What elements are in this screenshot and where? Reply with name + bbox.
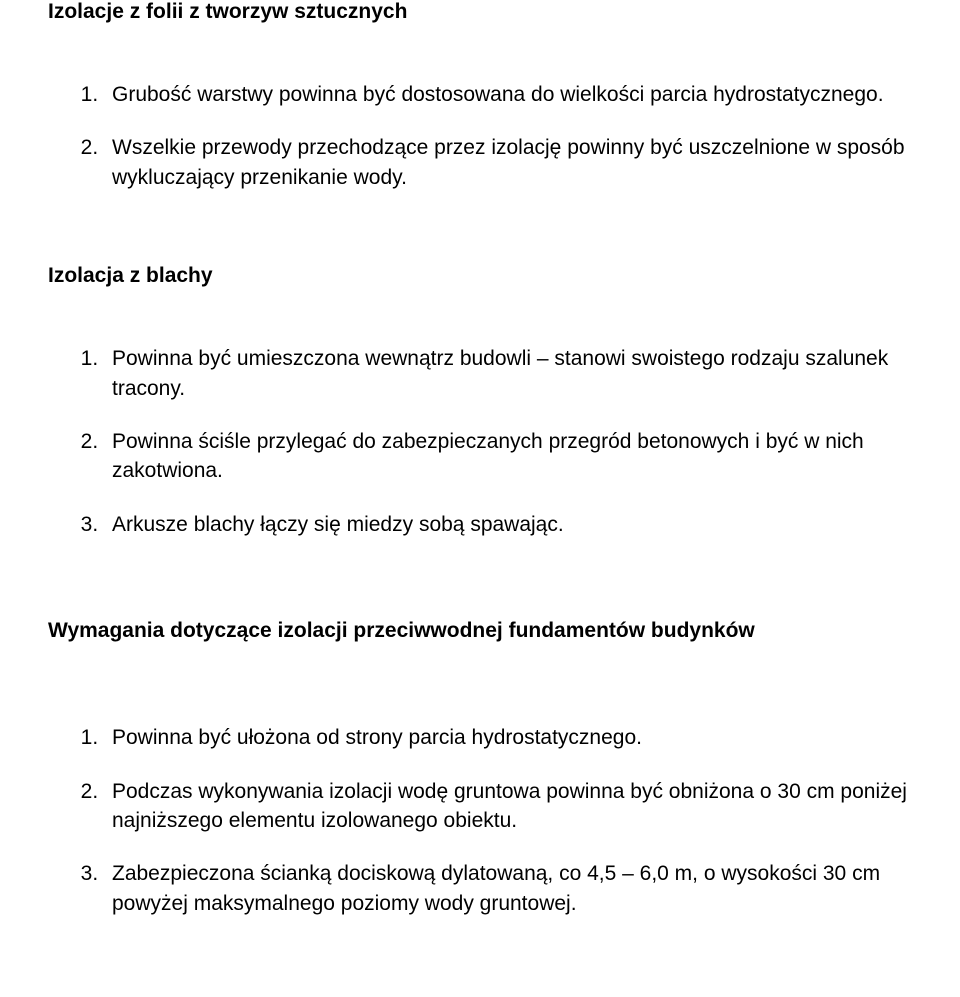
list-item: Powinna być umieszczona wewnątrz budowli… — [104, 344, 912, 403]
list-item: Zabezpieczona ścianką dociskową dylatowa… — [104, 859, 912, 918]
section-heading-3: Wymagania dotyczące izolacji przeciwwodn… — [48, 619, 912, 643]
list-item: Podczas wykonywania izolacji wodę grunto… — [104, 777, 912, 836]
section-list-1: Grubość warstwy powinna być dostosowana … — [48, 80, 912, 192]
section-list-2: Powinna być umieszczona wewnątrz budowli… — [48, 344, 912, 539]
section-list-3: Powinna być ułożona od strony parcia hyd… — [48, 723, 912, 918]
list-item: Arkusze blachy łączy się miedzy sobą spa… — [104, 510, 912, 539]
list-item: Wszelkie przewody przechodzące przez izo… — [104, 133, 912, 192]
document-page: Izolacje z folii z tworzyw sztucznych Gr… — [0, 0, 960, 966]
list-item: Grubość warstwy powinna być dostosowana … — [104, 80, 912, 109]
list-item: Powinna być ułożona od strony parcia hyd… — [104, 723, 912, 752]
section-heading-1: Izolacje z folii z tworzyw sztucznych — [48, 0, 912, 24]
list-item: Powinna ściśle przylegać do zabezpieczan… — [104, 427, 912, 486]
section-heading-2: Izolacja z blachy — [48, 264, 912, 288]
